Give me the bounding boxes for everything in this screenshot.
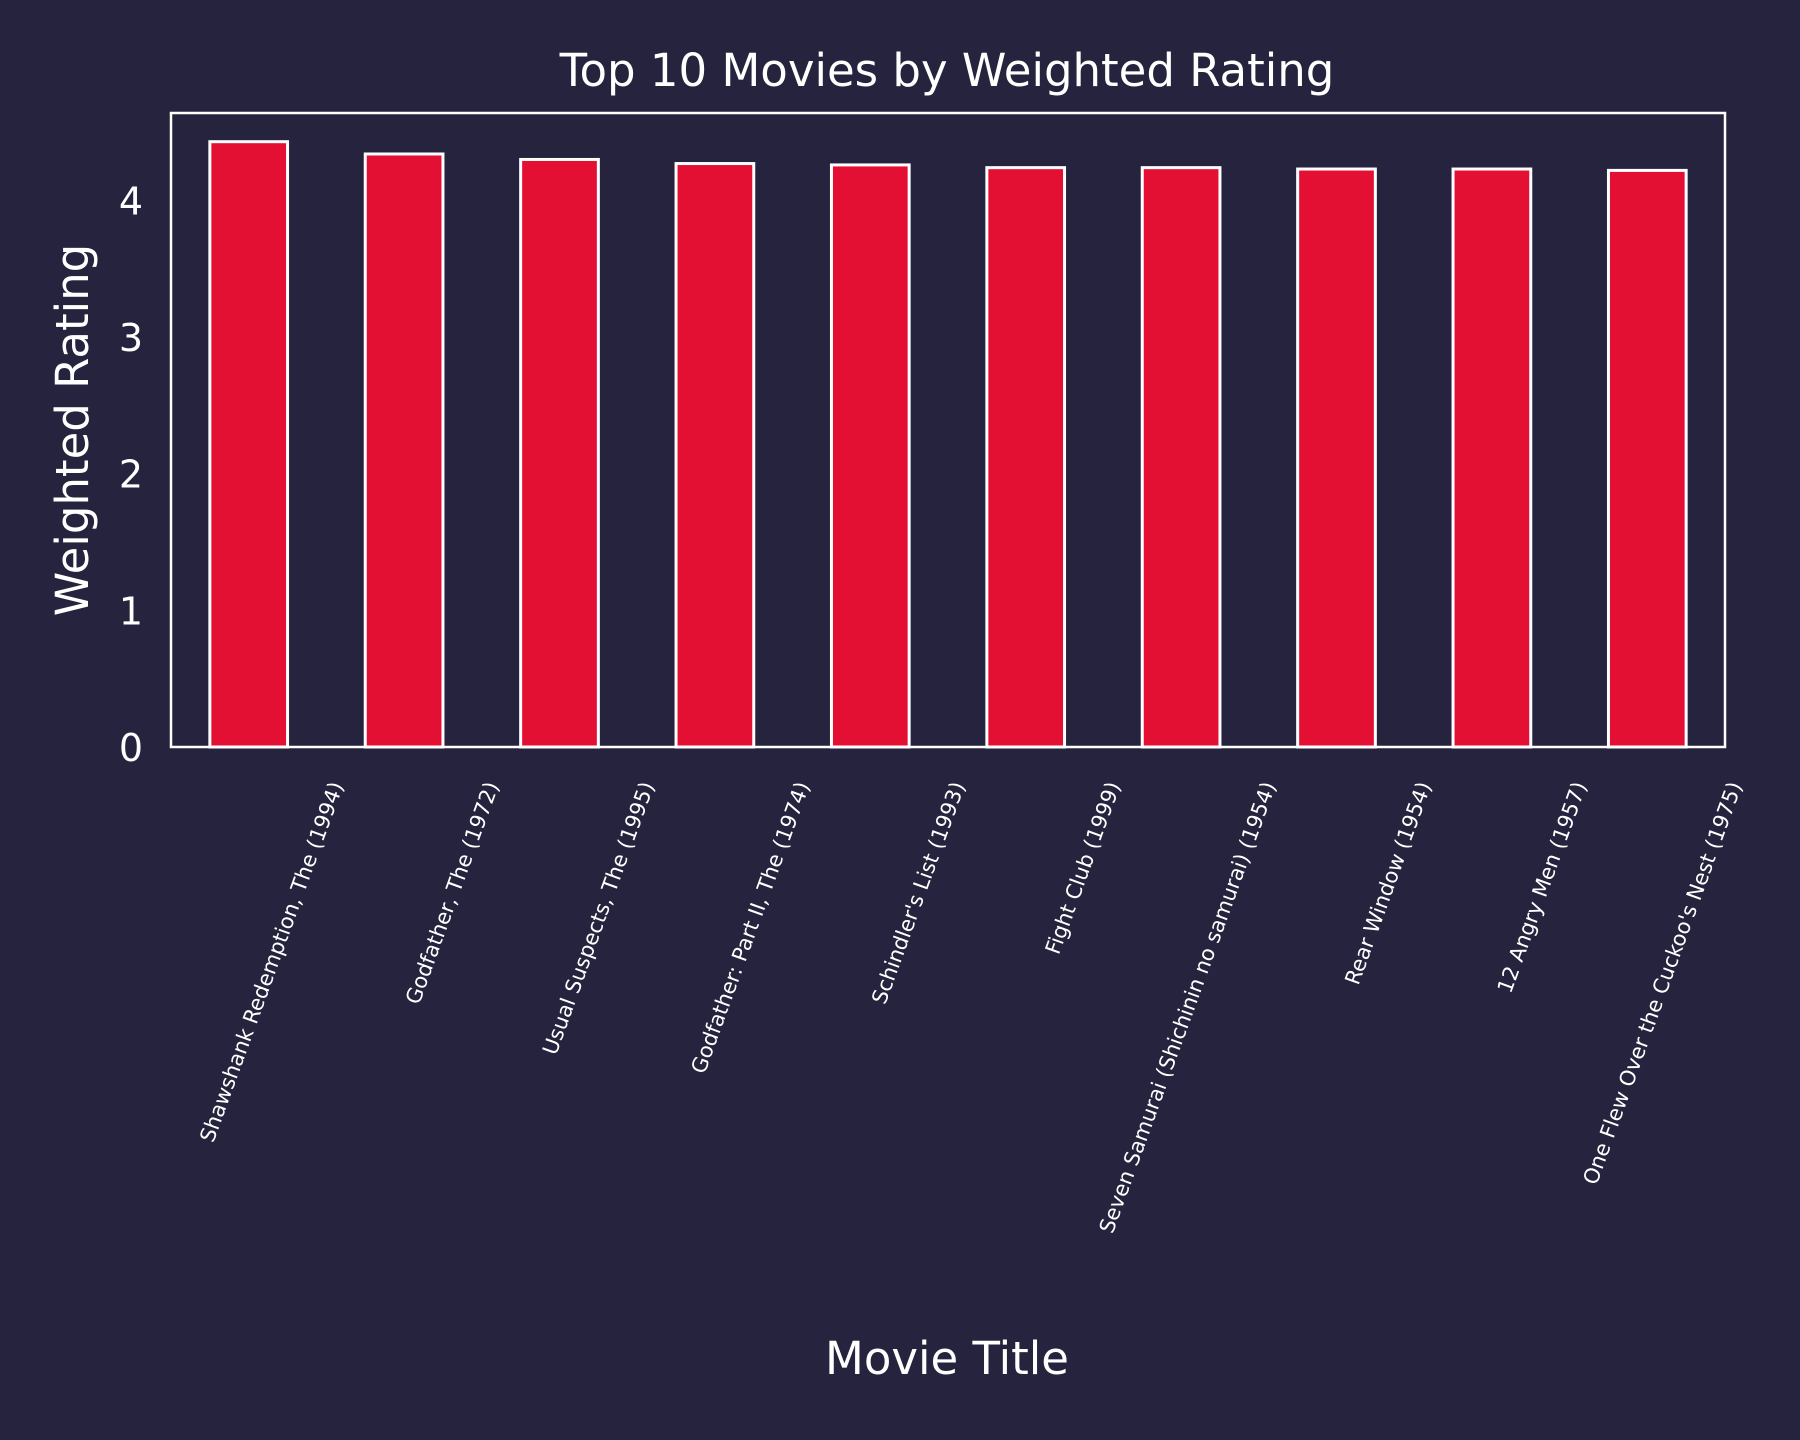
bar-10 <box>1606 168 1688 749</box>
bar-4 <box>674 162 756 749</box>
bar-8 <box>1296 167 1377 749</box>
bar-2 <box>363 152 445 749</box>
y-tick-label-2: 2 <box>119 453 143 497</box>
y-axis-ticks: 0 1 2 3 4 <box>119 179 143 770</box>
bar-9 <box>1451 167 1533 749</box>
y-axis-label: Weighted Rating <box>46 244 99 616</box>
bar-7 <box>1140 166 1222 749</box>
x-axis-label: Movie Title <box>825 1332 1069 1385</box>
y-tick-label-3: 3 <box>119 316 143 360</box>
y-tick-label-0: 0 <box>119 726 143 770</box>
bar-1 <box>208 140 290 749</box>
bar-5 <box>829 163 911 749</box>
chart-title: Top 10 Movies by Weighted Rating <box>559 44 1335 97</box>
y-tick-label-4: 4 <box>119 179 143 223</box>
y-tick-label-1: 1 <box>119 589 143 633</box>
plot-frame <box>169 111 1727 749</box>
bar-3 <box>519 157 600 749</box>
bar-6 <box>985 166 1067 749</box>
bars-group <box>208 140 1688 749</box>
